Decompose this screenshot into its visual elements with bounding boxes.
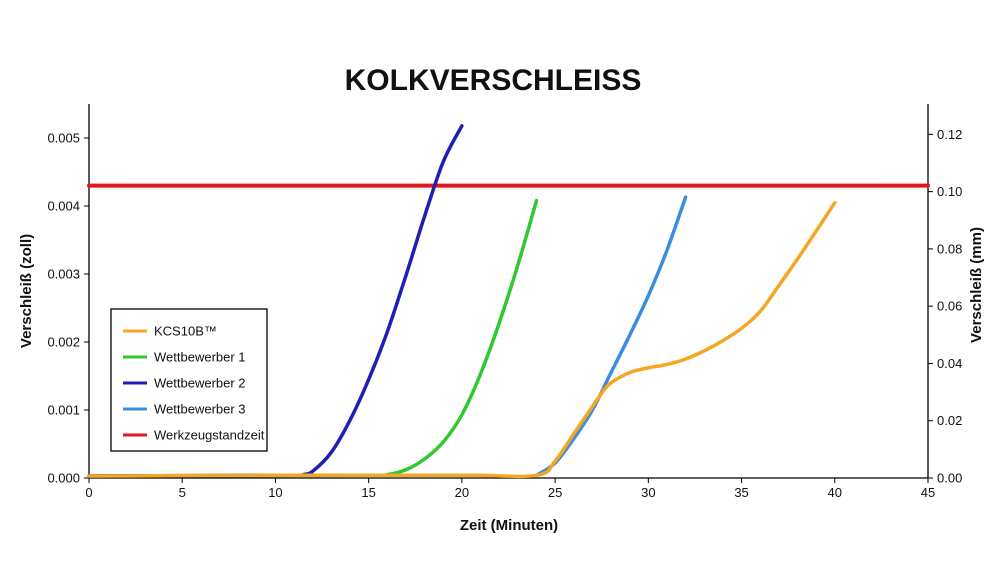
tick-layer: 0 5 10 15 20 25 30 35 40 45 0.000 0.001 0.002 0.003 0.… <box>47 127 962 500</box>
legend-label: Werkzeugstandzeit <box>154 428 265 443</box>
y-tick-label-left: 0.003 <box>47 267 80 282</box>
legend-items: KCS10B™ Wettbewerber 1 Wettbewerber 2 Wettb… <box>123 324 265 443</box>
legend-box <box>110 308 268 452</box>
y-tick-label-right: 0.00 <box>937 471 962 486</box>
legend-label: Wettbewerber 2 <box>154 376 246 391</box>
x-tick-label: 40 <box>828 485 842 500</box>
x-tick-label: 30 <box>641 485 655 500</box>
y-tick-label-right: 0.04 <box>937 356 962 371</box>
x-tick-label: 15 <box>361 485 375 500</box>
y-tick-label-right: 0.08 <box>937 241 962 256</box>
x-tick-label: 10 <box>268 485 282 500</box>
y-tick-label-left: 0.000 <box>47 471 80 486</box>
series-layer <box>87 124 930 479</box>
y-tick-label-right: 0.12 <box>937 127 962 142</box>
y-tick-label-right: 0.10 <box>937 184 962 199</box>
chart-title: KOLKVERSCHLEISS <box>345 64 642 97</box>
legend: KCS10B™ Wettbewerber 1 Wettbewerber 2 Wettb… <box>110 308 268 452</box>
legend-label: Wettbewerber 1 <box>154 350 246 365</box>
x-tick-label: 20 <box>455 485 469 500</box>
legend-label: Wettbewerber 3 <box>154 402 246 417</box>
y-tick-label-left: 0.005 <box>47 131 80 146</box>
legend-label: KCS10B™ <box>154 324 217 339</box>
y-axis-label-left: Verschleiß (zoll) <box>18 234 35 348</box>
x-tick-label: 5 <box>179 485 186 500</box>
x-tick-label: 0 <box>85 485 92 500</box>
x-axis-label: Zeit (Minuten) <box>460 517 558 534</box>
y-tick-label-right: 0.06 <box>937 299 962 314</box>
x-tick-label: 25 <box>548 485 562 500</box>
y-tick-label-right: 0.02 <box>937 413 962 428</box>
x-tick-label: 45 <box>921 485 935 500</box>
y-tick-label-left: 0.001 <box>47 403 80 418</box>
series-line-kcs10b <box>87 200 837 479</box>
series-line-wettbewerber-3 <box>534 195 688 478</box>
y-tick-label-left: 0.002 <box>47 335 80 350</box>
x-tick-label: 35 <box>734 485 748 500</box>
y-tick-label-left: 0.004 <box>47 199 80 214</box>
y-axis-label-right: Verschleiß (mm) <box>968 227 985 343</box>
